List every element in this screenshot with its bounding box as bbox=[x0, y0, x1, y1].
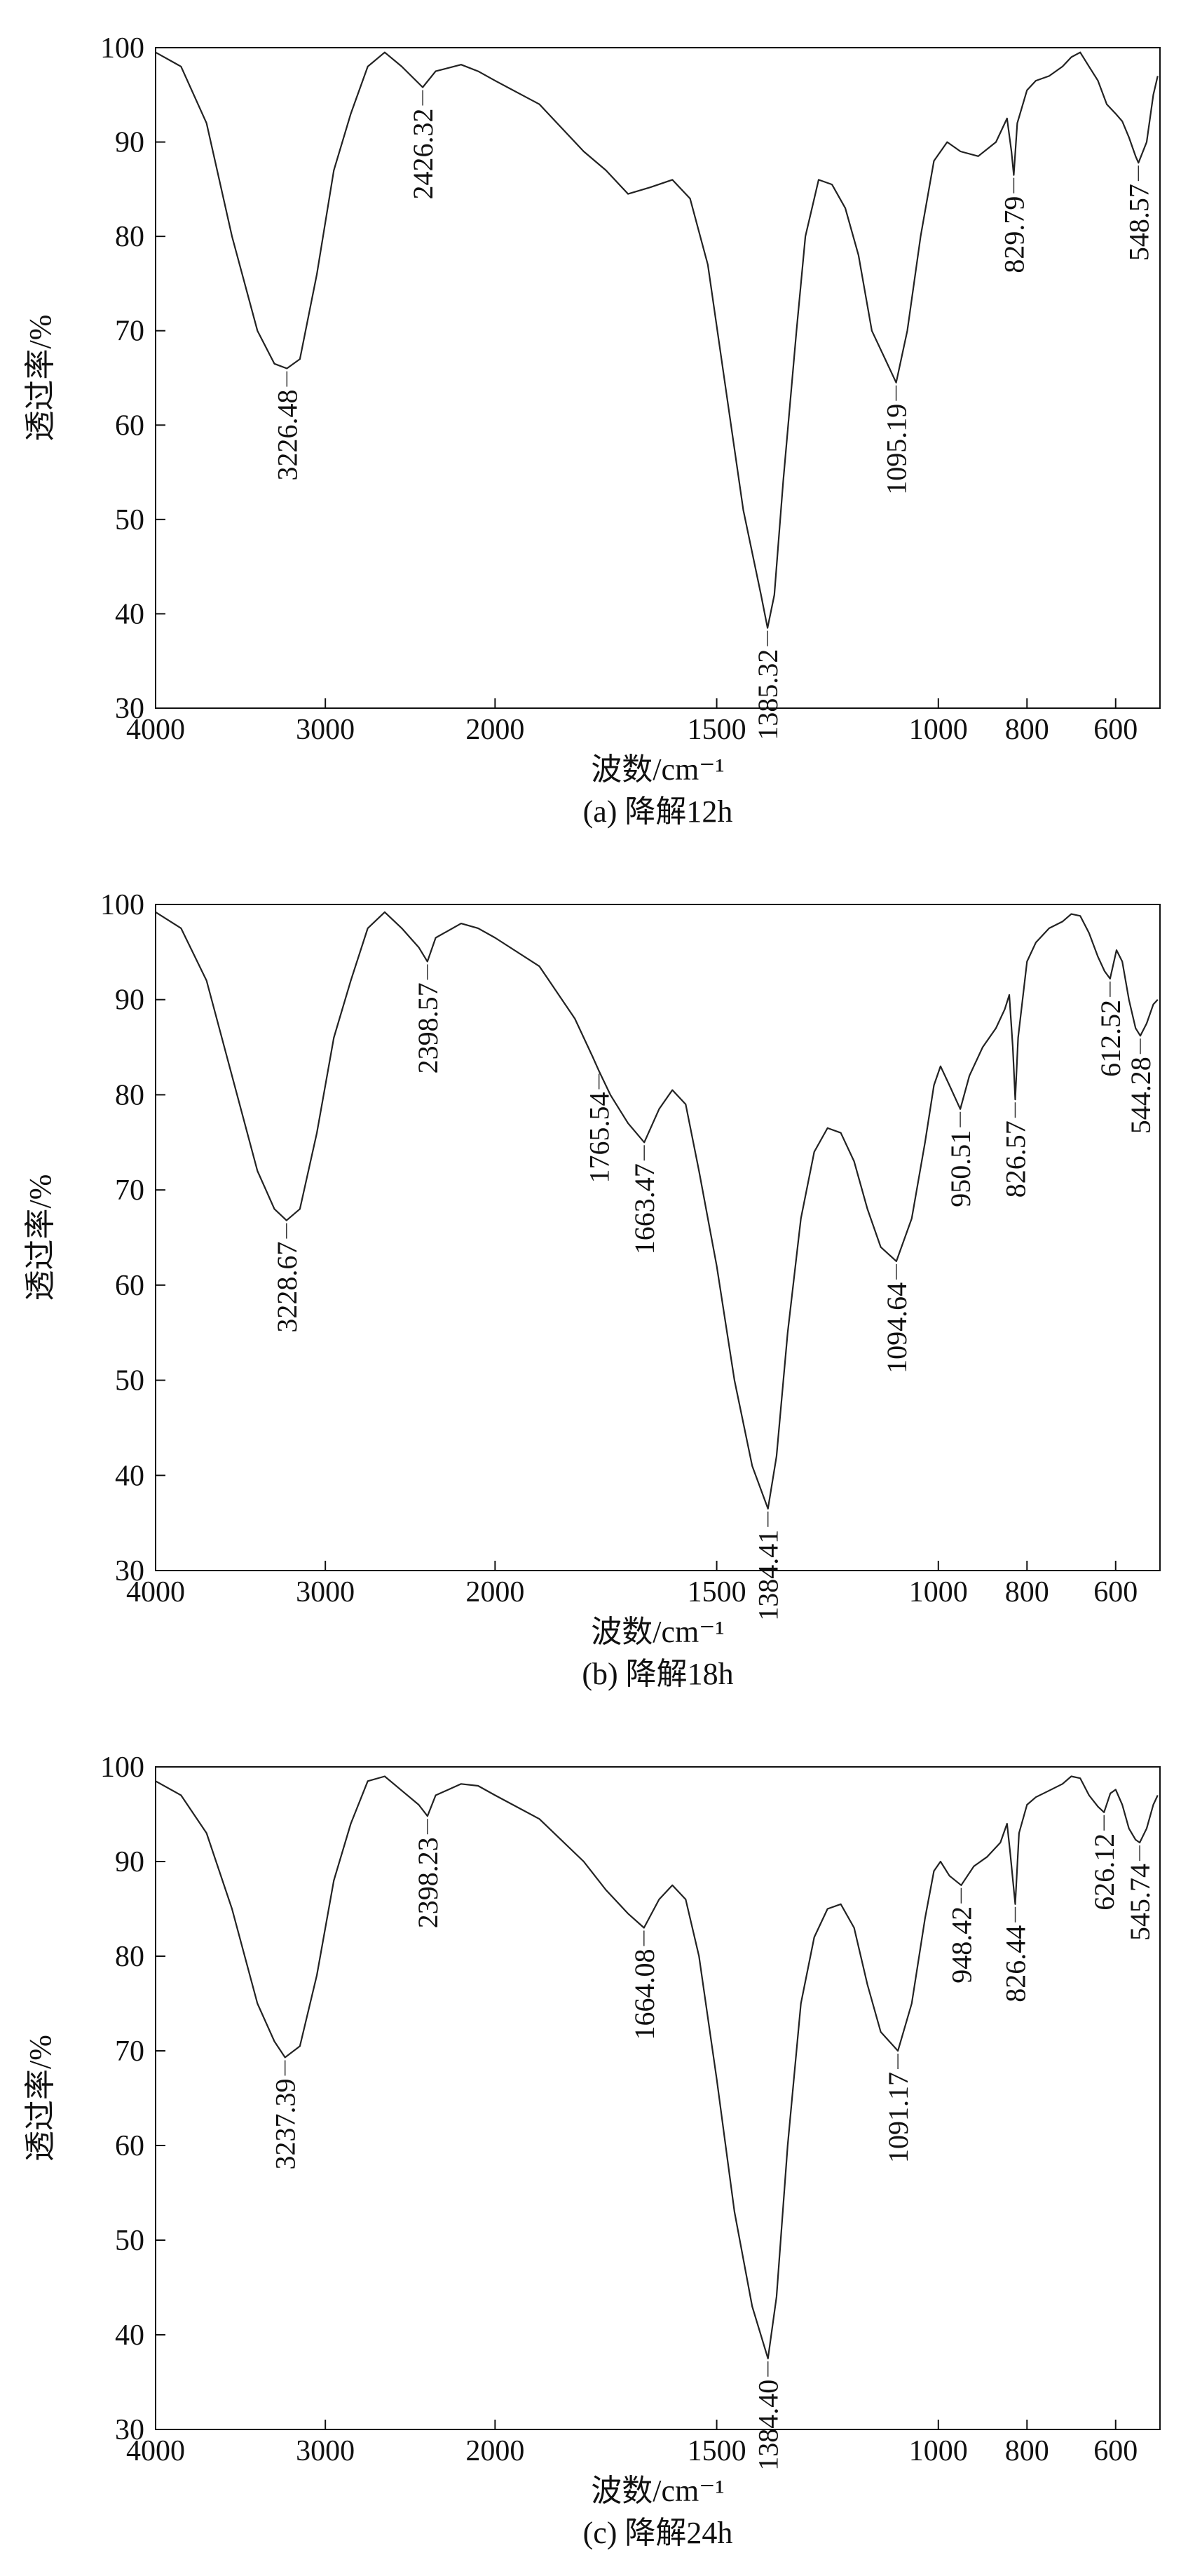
y-tick-label: 30 bbox=[115, 1555, 144, 1587]
y-tick-label: 90 bbox=[115, 984, 144, 1017]
peak-label: 1384.40 bbox=[753, 2380, 784, 2471]
y-tick-label: 80 bbox=[115, 221, 144, 253]
peak-label: 829.79 bbox=[998, 196, 1030, 273]
y-tick-label: 70 bbox=[115, 1174, 144, 1207]
peak-label: 544.28 bbox=[1125, 1057, 1156, 1134]
peak-label: 950.51 bbox=[945, 1130, 976, 1207]
peak-label: 612.52 bbox=[1095, 1000, 1126, 1077]
y-tick-label: 50 bbox=[115, 504, 144, 536]
y-tick-label: 100 bbox=[100, 32, 144, 65]
x-tick-label: 1000 bbox=[909, 2435, 968, 2467]
x-tick-label: 1000 bbox=[909, 1576, 968, 1608]
x-tick-label: 2000 bbox=[465, 1576, 524, 1608]
y-tick-label: 90 bbox=[115, 1846, 144, 1878]
peak-label: 2398.23 bbox=[412, 1837, 444, 1928]
x-tick-label: 600 bbox=[1093, 714, 1138, 746]
x-axis-label: 波数/cm⁻¹ bbox=[591, 2474, 724, 2508]
peak-label: 1091.17 bbox=[882, 2072, 914, 2163]
x-tick-label: 800 bbox=[1005, 2435, 1049, 2467]
series-line bbox=[155, 51, 1159, 629]
peak-label: 2398.57 bbox=[412, 982, 444, 1073]
x-tick-label: 600 bbox=[1093, 1576, 1138, 1608]
peak-label: 3226.48 bbox=[271, 390, 303, 481]
peak-label: 1094.64 bbox=[881, 1282, 913, 1374]
y-tick-label: 50 bbox=[115, 1365, 144, 1397]
y-tick-label: 30 bbox=[115, 693, 144, 725]
x-axis-label: 波数/cm⁻¹ bbox=[591, 1615, 724, 1649]
y-tick-label: 100 bbox=[100, 889, 144, 921]
peak-label: 545.74 bbox=[1124, 1864, 1156, 1941]
peak-label: 1765.54 bbox=[584, 1092, 615, 1184]
y-tick-label: 70 bbox=[115, 316, 144, 348]
y-tick-label: 40 bbox=[115, 2319, 144, 2352]
x-tick-label: 2000 bbox=[465, 714, 524, 746]
peak-label: 626.12 bbox=[1088, 1833, 1120, 1911]
peak-label: 3228.67 bbox=[271, 1242, 303, 1333]
y-tick-label: 60 bbox=[115, 409, 144, 442]
x-tick-label: 1500 bbox=[688, 1576, 746, 1608]
y-axis-label: 透过率/% bbox=[23, 1174, 57, 1301]
x-tick-label: 1000 bbox=[909, 714, 968, 746]
panel-caption: (c) 降解24h bbox=[583, 2516, 733, 2550]
peak-label: 2426.32 bbox=[407, 109, 439, 200]
y-tick-label: 30 bbox=[115, 2414, 144, 2446]
peak-label: 1663.47 bbox=[629, 1163, 660, 1254]
x-tick-label: 4000 bbox=[126, 2435, 185, 2467]
series-line bbox=[155, 911, 1159, 1510]
peak-label: 948.42 bbox=[946, 1906, 977, 1984]
y-tick-label: 80 bbox=[115, 1941, 144, 1973]
chart-panel-c: 4000 3000 2000 1500 1000 800 600 30 40 50 60 70 80 90… bbox=[23, 1751, 1161, 2550]
chart-panel-a: 4000 3000 2000 1500 1000 800 600 30 40 50 60 70 80 90… bbox=[23, 32, 1161, 829]
y-tick-label: 40 bbox=[115, 598, 144, 630]
x-tick-label: 600 bbox=[1093, 2435, 1138, 2467]
peak-label: 1384.41 bbox=[753, 1530, 784, 1621]
peak-label: 548.57 bbox=[1123, 184, 1154, 261]
y-tick-label: 40 bbox=[115, 1460, 144, 1492]
y-axis-label: 透过率/% bbox=[23, 315, 57, 442]
y-tick-label: 50 bbox=[115, 2225, 144, 2257]
x-tick-label: 2000 bbox=[465, 2435, 524, 2467]
panel-caption: (a) 降解12h bbox=[583, 794, 733, 829]
x-tick-label: 4000 bbox=[126, 1576, 185, 1608]
peak-label: 1664.08 bbox=[629, 1949, 660, 2040]
peak-label: 826.44 bbox=[1000, 1925, 1032, 2002]
plot-frame bbox=[155, 1766, 1161, 2430]
y-tick-label: 70 bbox=[115, 2035, 144, 2068]
peak-label: 1385.32 bbox=[752, 649, 784, 740]
x-tick-label: 1500 bbox=[688, 2435, 746, 2467]
x-tick-label: 3000 bbox=[296, 1576, 355, 1608]
x-tick-label: 3000 bbox=[296, 714, 355, 746]
panel-caption: (b) 降解18h bbox=[582, 1657, 733, 1691]
y-tick-label: 60 bbox=[115, 2130, 144, 2162]
x-tick-label: 4000 bbox=[126, 714, 185, 746]
y-tick-label: 90 bbox=[115, 127, 144, 159]
y-tick-label: 60 bbox=[115, 1270, 144, 1302]
x-tick-label: 800 bbox=[1005, 714, 1049, 746]
peak-label: 3237.39 bbox=[270, 2078, 301, 2169]
peak-label: 1095.19 bbox=[881, 404, 913, 495]
chart-panel-b: 4000 3000 2000 1500 1000 800 600 30 40 50 60 70 80 90… bbox=[23, 889, 1161, 1691]
y-tick-label: 80 bbox=[115, 1079, 144, 1111]
x-axis-label: 波数/cm⁻¹ bbox=[591, 752, 724, 787]
series-line bbox=[155, 1775, 1159, 2359]
y-axis-label: 透过率/% bbox=[23, 2035, 57, 2162]
x-tick-label: 1500 bbox=[688, 714, 746, 746]
x-tick-label: 800 bbox=[1005, 1576, 1049, 1608]
plot-frame bbox=[155, 47, 1161, 709]
peak-label: 826.57 bbox=[999, 1120, 1031, 1198]
x-tick-label: 3000 bbox=[296, 2435, 355, 2467]
plot-frame bbox=[155, 904, 1161, 1571]
y-tick-label: 100 bbox=[100, 1751, 144, 1784]
